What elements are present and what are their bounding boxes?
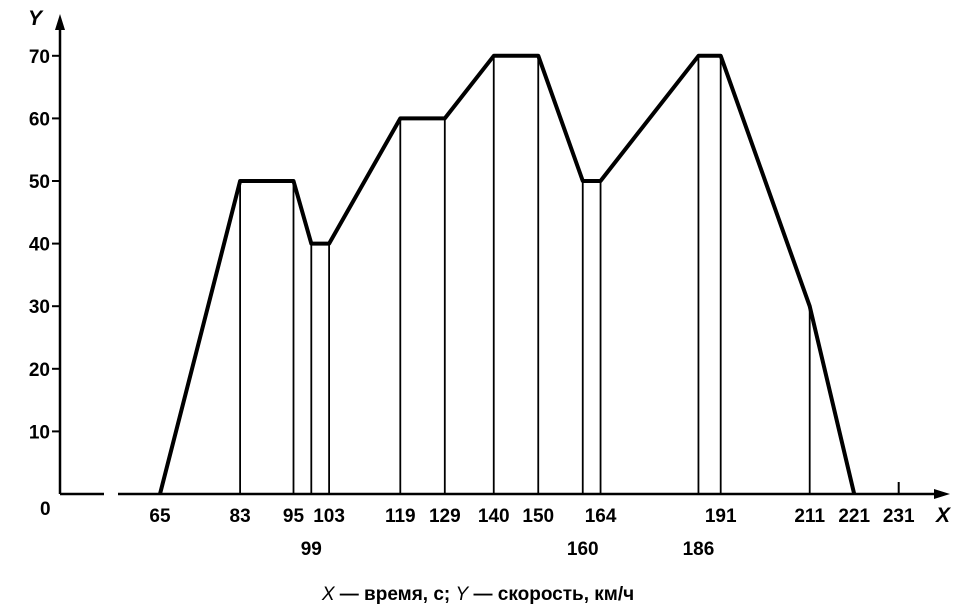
x-tick-label: 140: [478, 506, 510, 527]
x-axis-arrow: [934, 489, 950, 499]
x-tick-label: 83: [230, 506, 251, 527]
caption-x-text: — время, с;: [335, 584, 456, 605]
x-tick-label: 103: [313, 506, 345, 527]
chart-caption: X — время, с; Y — скорость, км/ч: [0, 584, 956, 606]
y-axis-arrow: [55, 14, 65, 30]
y-tick-label: 60: [29, 109, 50, 130]
y-tick-label: 40: [29, 235, 50, 256]
y-tick-label: 20: [29, 360, 50, 381]
x-tick-label: 65: [149, 506, 171, 527]
x-tick-label: 95: [283, 506, 305, 527]
y-tick-label: 30: [29, 297, 50, 318]
caption-y-text: — скорость, км/ч: [468, 584, 634, 605]
x-tick-label: 221: [838, 506, 870, 527]
caption-x-symbol: X: [322, 584, 335, 605]
caption-y-symbol: Y: [456, 584, 469, 605]
x-tick-label: 119: [385, 506, 416, 527]
x-tick-label: 211: [794, 506, 825, 527]
y-tick-label: 0: [40, 499, 51, 520]
y-tick-label: 50: [29, 172, 50, 193]
x-tick-label-row2: 99: [301, 539, 322, 560]
y-axis-label: Y: [28, 7, 44, 30]
x-tick-label: 129: [429, 506, 461, 527]
y-tick-label: 10: [29, 422, 50, 443]
y-tick-label: 70: [29, 47, 50, 68]
x-tick-label: 164: [585, 506, 617, 527]
x-tick-label: 150: [522, 506, 554, 527]
x-axis-label: X: [935, 504, 952, 527]
x-tick-label: 231: [883, 506, 915, 527]
speed-series-line: [160, 56, 854, 494]
x-tick-label-row2: 186: [683, 539, 715, 560]
x-tick-label-row2: 160: [567, 539, 599, 560]
x-tick-label: 191: [705, 506, 737, 527]
